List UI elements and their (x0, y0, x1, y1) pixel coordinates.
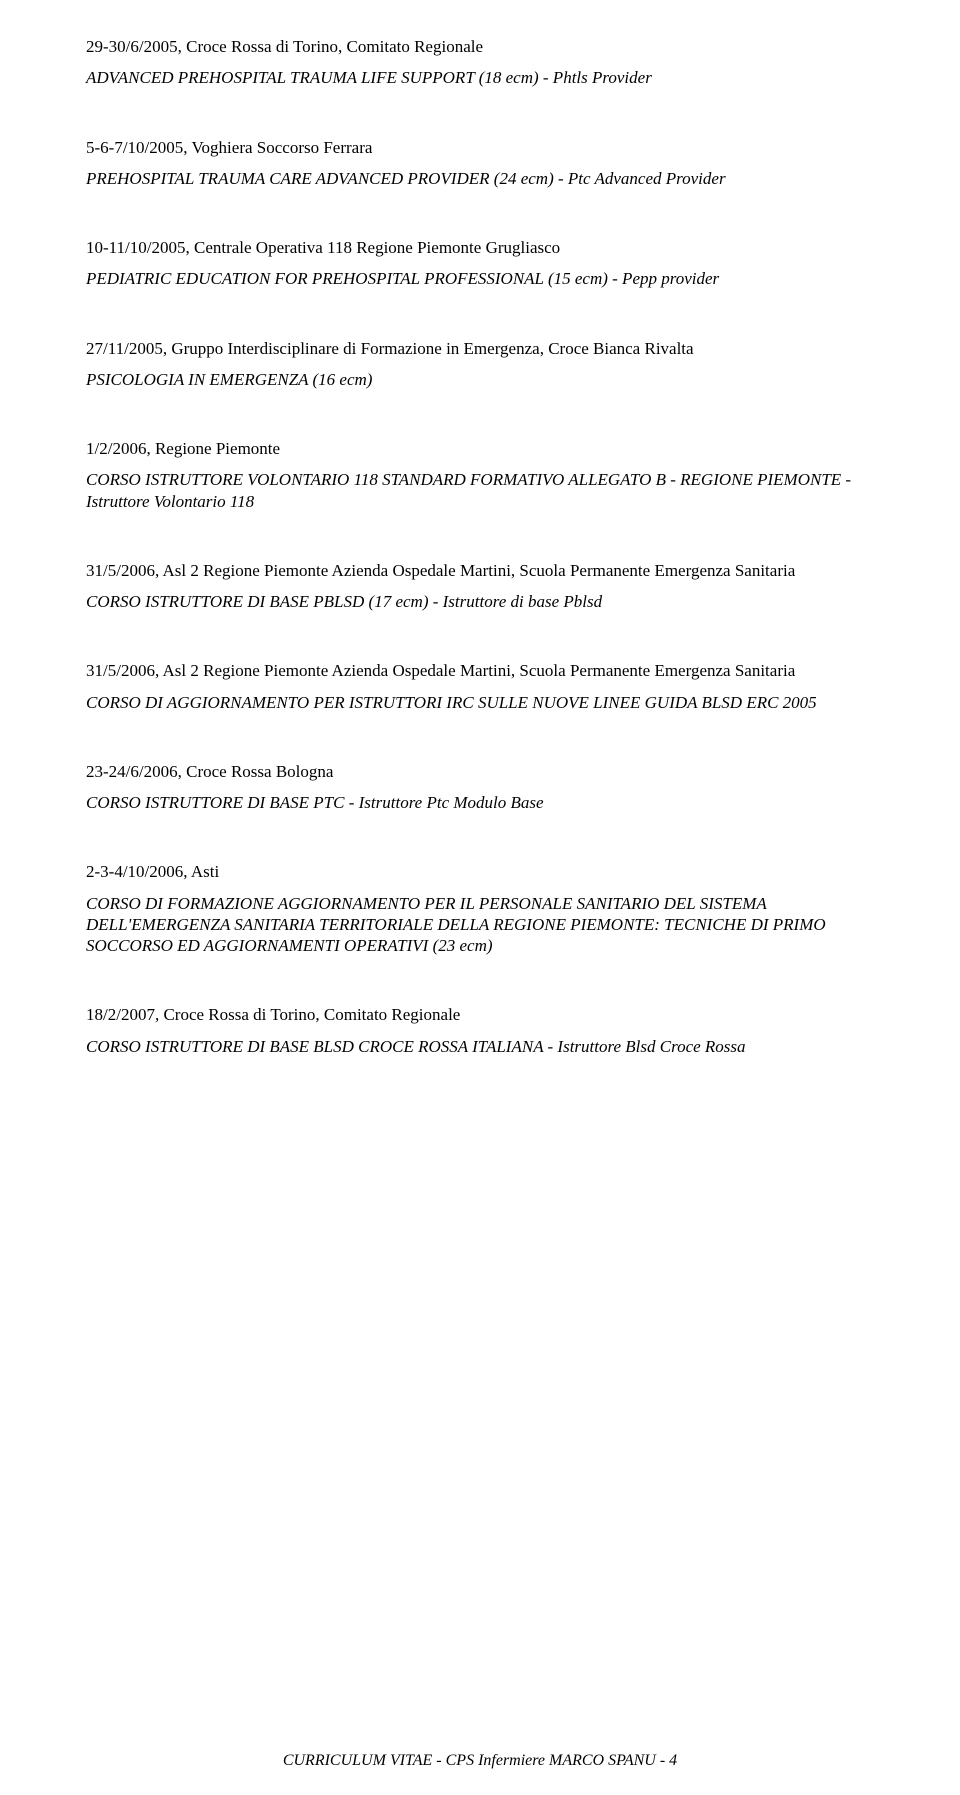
entry-course: PSICOLOGIA IN EMERGENZA (16 ecm) (86, 369, 874, 390)
entry-date: 27/11/2005, Gruppo Interdisciplinare di … (86, 338, 874, 359)
entry-course: PEDIATRIC EDUCATION FOR PREHOSPITAL PROF… (86, 268, 874, 289)
entry-course: CORSO DI AGGIORNAMENTO PER ISTRUTTORI IR… (86, 692, 874, 713)
entry-date: 5-6-7/10/2005, Voghiera Soccorso Ferrara (86, 137, 874, 158)
entry-course: CORSO ISTRUTTORE DI BASE PTC - Istruttor… (86, 792, 874, 813)
cv-entry: 10-11/10/2005, Centrale Operativa 118 Re… (86, 237, 874, 290)
page-footer: CURRICULUM VITAE - CPS Infermiere MARCO … (0, 1751, 960, 1771)
entries-container: 29-30/6/2005, Croce Rossa di Torino, Com… (86, 36, 874, 1057)
entry-date: 2-3-4/10/2006, Asti (86, 861, 874, 882)
cv-entry: 1/2/2006, Regione Piemonte CORSO ISTRUTT… (86, 438, 874, 512)
entry-date: 18/2/2007, Croce Rossa di Torino, Comita… (86, 1004, 874, 1025)
entry-date: 1/2/2006, Regione Piemonte (86, 438, 874, 459)
entry-course: ADVANCED PREHOSPITAL TRAUMA LIFE SUPPORT… (86, 67, 874, 88)
cv-entry: 27/11/2005, Gruppo Interdisciplinare di … (86, 338, 874, 391)
cv-entry: 2-3-4/10/2006, Asti CORSO DI FORMAZIONE … (86, 861, 874, 956)
cv-entry: 23-24/6/2006, Croce Rossa Bologna CORSO … (86, 761, 874, 814)
entry-course: CORSO ISTRUTTORE VOLONTARIO 118 STANDARD… (86, 469, 874, 512)
cv-entry: 31/5/2006, Asl 2 Regione Piemonte Aziend… (86, 560, 874, 613)
entry-date: 10-11/10/2005, Centrale Operativa 118 Re… (86, 237, 874, 258)
entry-course: CORSO ISTRUTTORE DI BASE BLSD CROCE ROSS… (86, 1036, 874, 1057)
cv-entry: 29-30/6/2005, Croce Rossa di Torino, Com… (86, 36, 874, 89)
cv-entry: 5-6-7/10/2005, Voghiera Soccorso Ferrara… (86, 137, 874, 190)
entry-date: 29-30/6/2005, Croce Rossa di Torino, Com… (86, 36, 874, 57)
entry-date: 23-24/6/2006, Croce Rossa Bologna (86, 761, 874, 782)
cv-entry: 31/5/2006, Asl 2 Regione Piemonte Aziend… (86, 660, 874, 713)
cv-entry: 18/2/2007, Croce Rossa di Torino, Comita… (86, 1004, 874, 1057)
entry-date: 31/5/2006, Asl 2 Regione Piemonte Aziend… (86, 660, 874, 681)
entry-date: 31/5/2006, Asl 2 Regione Piemonte Aziend… (86, 560, 874, 581)
entry-course: PREHOSPITAL TRAUMA CARE ADVANCED PROVIDE… (86, 168, 874, 189)
entry-course: CORSO ISTRUTTORE DI BASE PBLSD (17 ecm) … (86, 591, 874, 612)
entry-course: CORSO DI FORMAZIONE AGGIORNAMENTO PER IL… (86, 893, 874, 957)
